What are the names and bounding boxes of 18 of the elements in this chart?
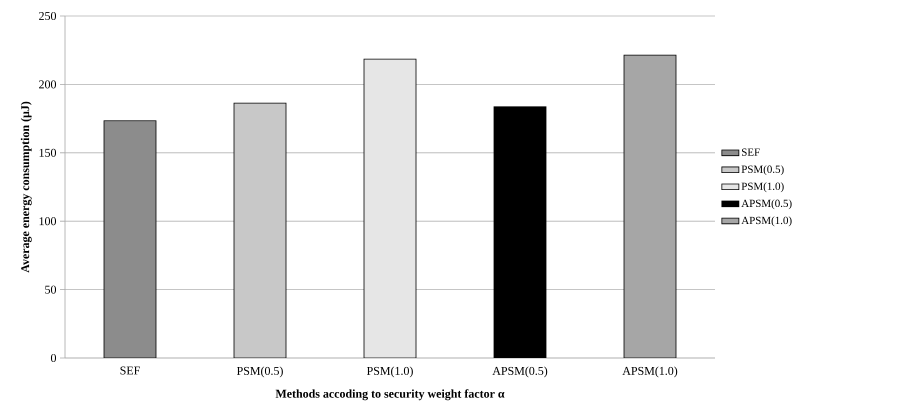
y-tick-label: 0: [50, 354, 56, 362]
x-axis-title: Methods accoding to security weight factor α: [276, 389, 504, 400]
x-tick-label: SEF: [120, 366, 140, 375]
x-tick-label: PSM(1.0): [366, 366, 413, 378]
x-tick-label: PSM(0.5): [236, 366, 283, 378]
x-tick-label: APSM(0.5): [492, 366, 548, 378]
legend-label: PSM(1.0): [742, 182, 784, 192]
y-tick-label: 100: [40, 217, 56, 226]
x-tick-label: APSM(1.0): [622, 366, 678, 378]
legend-label: SEF: [742, 148, 760, 156]
y-tick-label: 200: [39, 80, 56, 88]
y-tick-label: 50: [45, 286, 56, 294]
legend-label: PSM(0.5): [742, 165, 784, 176]
y-tick-label: 150: [40, 148, 56, 157]
y-axis-title: Average energy consumption (μJ): [20, 102, 32, 273]
y-tick-label: 250: [39, 12, 56, 20]
legend-label: APSM(0.5): [741, 199, 792, 210]
legend-label: APSM(1.0): [741, 216, 792, 226]
